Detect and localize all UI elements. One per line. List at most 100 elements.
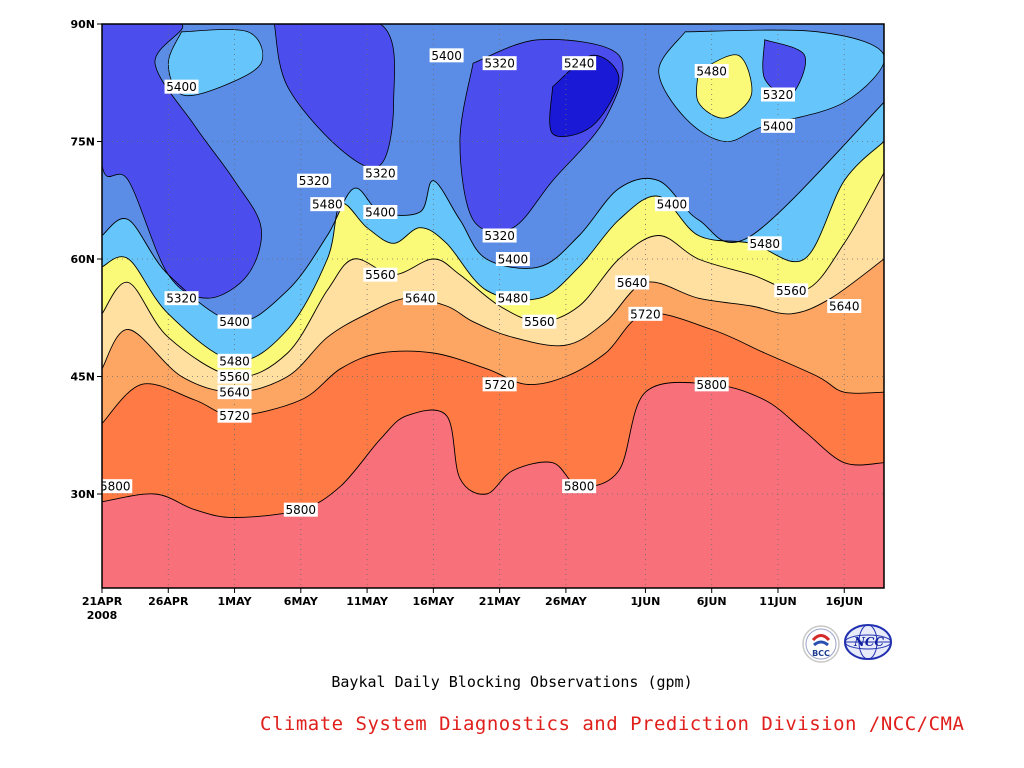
contour-label: 5400 xyxy=(495,252,530,267)
contour-label-bg xyxy=(747,236,782,251)
contour-label-bg xyxy=(217,314,252,329)
contour-label-text: 5640 xyxy=(405,292,436,306)
contour-label-bg xyxy=(522,314,557,329)
contour-label-text: 5320 xyxy=(763,88,794,102)
contour-label: 5400 xyxy=(654,197,689,212)
contour-label-text: 5640 xyxy=(829,300,860,314)
contour-label-bg xyxy=(694,377,729,392)
contour-label-text: 5800 xyxy=(696,378,727,392)
contour-label-text: 5720 xyxy=(219,409,250,423)
contour-label-text: 5400 xyxy=(219,315,250,329)
contour-label-text: 5480 xyxy=(696,65,727,79)
contour-label: 5400 xyxy=(760,118,795,133)
contour-label: 5640 xyxy=(615,275,650,290)
contour-label: 5800 xyxy=(100,479,133,494)
contour-label-bg xyxy=(403,291,438,306)
contour-label-text: 5800 xyxy=(100,480,131,494)
contour-label-bg xyxy=(164,291,199,306)
contour-label: 5640 xyxy=(403,291,438,306)
chart-title: Baykal Daily Blocking Observations (gpm) xyxy=(331,673,693,691)
contour-line-5800 xyxy=(102,381,884,518)
contour-label-text: 5400 xyxy=(498,253,529,267)
contour-label-bg xyxy=(774,283,809,298)
contour-label-bg xyxy=(363,267,398,282)
contour-label-bg xyxy=(482,56,517,71)
contour-labels: 5800 5800 5800 5800 5720 5720 5720 5640 5640 5640… xyxy=(100,48,862,517)
contour-label-text: 5400 xyxy=(365,206,396,220)
contour-label-text: 5480 xyxy=(498,292,529,306)
contour-label-text: 5480 xyxy=(749,237,780,251)
contour-label: 5560 xyxy=(217,369,252,384)
contour-label-text: 5560 xyxy=(776,284,807,298)
contour-label-text: 5720 xyxy=(630,307,661,321)
contour-label-text: 5560 xyxy=(524,315,555,329)
contour-label-text: 5480 xyxy=(219,354,250,368)
contour-label: 5400 xyxy=(363,205,398,220)
contour-label-bg xyxy=(310,197,345,212)
contour-label-bg xyxy=(495,252,530,266)
contour-label-text: 5320 xyxy=(484,57,515,71)
x-tick-label: 26APR xyxy=(148,595,189,608)
x-tick-label: 6JUN xyxy=(697,595,727,608)
plot-area: 5800 5800 5800 5800 5720 5720 5720 5640 5640 5640… xyxy=(100,24,884,588)
contour-label: 5560 xyxy=(774,283,809,298)
contour-label: 5720 xyxy=(217,408,252,423)
y-tick-label: 30N xyxy=(70,488,95,501)
contour-label: 5800 xyxy=(694,377,729,392)
contour-label: 5400 xyxy=(217,314,252,329)
contour-label-text: 5400 xyxy=(657,198,688,212)
contour-label-bg xyxy=(495,291,530,306)
contour-label: 5480 xyxy=(217,353,252,368)
contour-label: 5640 xyxy=(827,299,862,314)
x-tick-label: 26MAY xyxy=(545,595,588,608)
contour-label: 5720 xyxy=(482,377,517,392)
contour-label-text: 5400 xyxy=(431,49,462,63)
x-tick-label: 1MAY xyxy=(218,595,253,608)
contour-label-bg xyxy=(429,48,464,63)
contour-label-bg xyxy=(363,205,398,219)
contour-features xyxy=(102,24,884,299)
contour-label: 5320 xyxy=(482,56,517,71)
contour-label-bg xyxy=(760,87,795,102)
y-tick-label: 90N xyxy=(70,18,95,31)
contour-label-text: 5400 xyxy=(763,119,794,133)
contour-label-text: 5560 xyxy=(365,268,396,282)
contour-label-text: 5320 xyxy=(484,229,515,243)
contour-label-text: 5320 xyxy=(166,292,197,306)
x-tick-label: 11MAY xyxy=(346,595,389,608)
contour-label-bg xyxy=(562,56,597,71)
contour-label-text: 5640 xyxy=(617,276,648,290)
contour-label: 5320 xyxy=(297,173,332,188)
contour-label-bg xyxy=(217,385,252,400)
contour-label-text: 5560 xyxy=(219,370,250,384)
x-tick-label: 16MAY xyxy=(413,595,456,608)
contour-label: 5640 xyxy=(217,385,252,400)
plot-frame xyxy=(101,23,885,589)
contour-label: 5560 xyxy=(522,314,557,329)
x-tick-label: 1JUN xyxy=(630,595,660,608)
y-tick-label: 60N xyxy=(70,253,95,266)
contour-label: 5320 xyxy=(363,165,398,180)
y-tick-label: 75N xyxy=(70,136,95,149)
contour-label: 5320 xyxy=(164,291,199,306)
contour-label-text: 5400 xyxy=(166,80,197,94)
contour-label-text: 5640 xyxy=(219,386,250,400)
contour-label-bg xyxy=(654,197,689,212)
bcc-logo-text: BCC xyxy=(812,649,830,658)
contour-label-text: 5240 xyxy=(564,57,595,71)
contour-label-text: 5800 xyxy=(286,503,317,517)
contour-label-bg xyxy=(217,353,252,368)
closed-contour-5400 xyxy=(167,29,264,97)
contour-label-bg xyxy=(217,408,252,423)
ncc-logo-text: NCC xyxy=(853,635,885,649)
contour-label: 5480 xyxy=(694,64,729,79)
contour-label-bg xyxy=(760,118,795,133)
contour-label-bg xyxy=(482,377,517,392)
contour-label: 5240 xyxy=(562,56,597,71)
contour-label: 5480 xyxy=(310,197,345,212)
contour-label-text: 5800 xyxy=(564,480,595,494)
contour-label: 5800 xyxy=(283,502,318,517)
x-tick-label: 21APR xyxy=(82,595,123,608)
